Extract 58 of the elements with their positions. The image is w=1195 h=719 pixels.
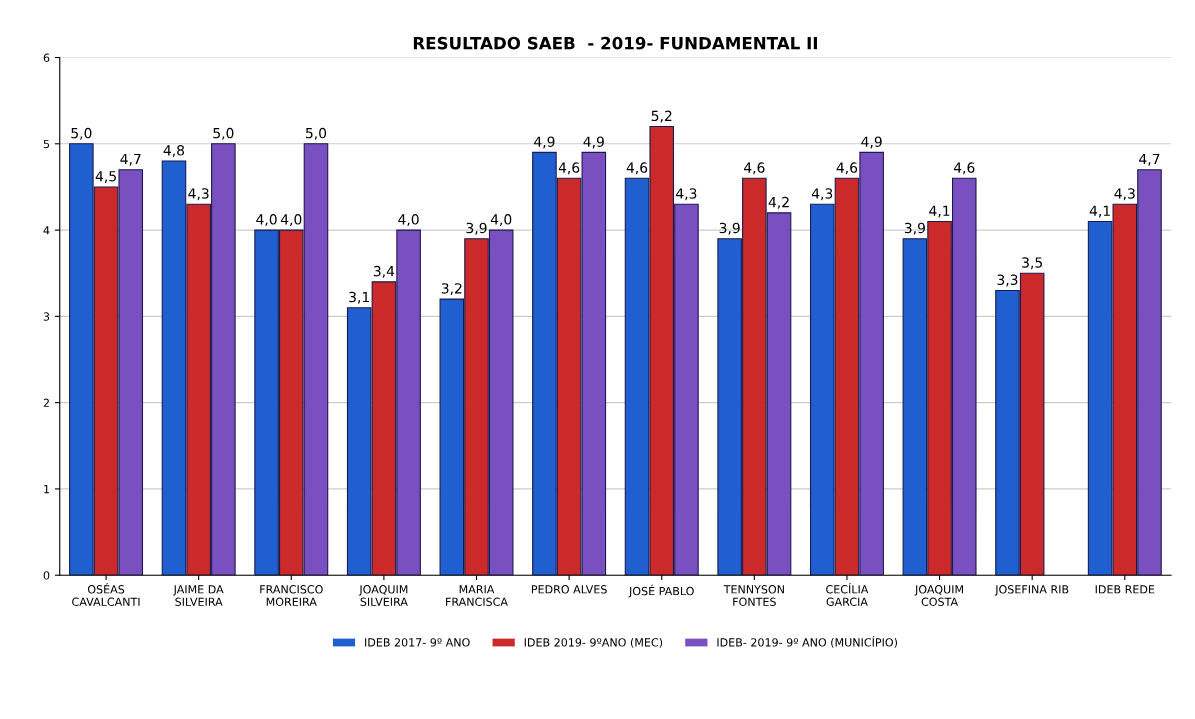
x-tick-label: MARIA FRANCISCA	[446, 585, 508, 606]
x-tick-label: OSÉAS CAVALCANTI	[72, 583, 140, 606]
y-tick-label: 6	[43, 53, 50, 62]
data-label: 4,0	[256, 214, 277, 227]
data-label: 4,6	[626, 162, 648, 175]
data-label: 4,9	[583, 136, 604, 149]
data-label: 4,6	[836, 162, 858, 175]
x-tick-label: FRANCISCO MOREIRA	[260, 585, 323, 606]
data-label: 4,7	[120, 153, 141, 166]
data-label: 4,0	[280, 214, 302, 227]
chart-title: RESULTADO SAEB - 2019- FUNDAMENTAL II	[413, 36, 817, 50]
data-label: 3,5	[1022, 257, 1043, 270]
data-label: 4,0	[490, 214, 512, 227]
legend-label: IDEB 2017- 9º ANO	[365, 638, 470, 647]
data-label: 4,6	[743, 162, 765, 175]
data-label: 4,3	[676, 188, 697, 201]
legend-label: IDEB- 2019- 9º ANO (MUNICÍPIO)	[717, 636, 897, 648]
legend-label: IDEB 2019- 9ºANO (MEC)	[524, 637, 663, 648]
x-tick-label: JAIME DA SILVEIRA	[173, 585, 224, 606]
y-tick-label: 0	[43, 571, 50, 580]
y-tick-label: 4	[43, 226, 50, 235]
data-label: 4,9	[534, 136, 555, 149]
x-tick-label: CECÍLIA GARCIA	[826, 583, 869, 606]
data-label: 4,3	[188, 188, 209, 201]
data-label: 4,6	[558, 162, 580, 175]
y-tick-label: 5	[43, 139, 50, 149]
data-label: 4,5	[95, 171, 116, 183]
data-label: 3,3	[997, 274, 1018, 287]
x-tick-label: JOAQUIM COSTA	[914, 585, 963, 606]
data-label: 4,7	[1139, 153, 1160, 166]
data-label: 4,0	[398, 214, 419, 227]
data-label: 3,9	[466, 222, 487, 235]
data-label: 4,1	[1089, 205, 1110, 218]
data-label: 4,1	[929, 205, 950, 218]
data-label: 3,9	[719, 222, 740, 235]
data-label: 4,6	[953, 162, 975, 175]
data-label: 5,2	[651, 110, 672, 123]
x-tick-label: JOSÉ PABLO	[628, 584, 694, 598]
data-label: 3,1	[349, 291, 369, 304]
data-label: 4,2	[768, 196, 789, 209]
data-label: 4,3	[811, 188, 833, 201]
data-label: 3,4	[373, 265, 395, 278]
data-label: 4,8	[163, 145, 185, 157]
data-label: 4,9	[861, 136, 882, 149]
x-tick-label: JOAQUIM SILVEIRA	[358, 585, 408, 606]
data-label: 5,0	[306, 127, 327, 140]
y-tick-label: 2	[43, 398, 49, 407]
data-label: 5,0	[71, 127, 92, 140]
x-tick-label: TENNYSON FONTES	[723, 585, 784, 606]
y-tick-label: 1	[44, 485, 49, 494]
y-tick-label: 3	[43, 312, 50, 321]
data-label: 3,9	[904, 222, 925, 235]
data-label: 5,0	[213, 127, 234, 140]
data-label: 4,3	[1114, 188, 1135, 201]
x-tick-label: JOSEFINA RIB	[994, 585, 1069, 596]
x-tick-label: PEDRO ALVES	[531, 585, 607, 594]
data-label: 3,2	[441, 283, 462, 296]
x-tick-label: IDEB REDE	[1095, 585, 1155, 594]
